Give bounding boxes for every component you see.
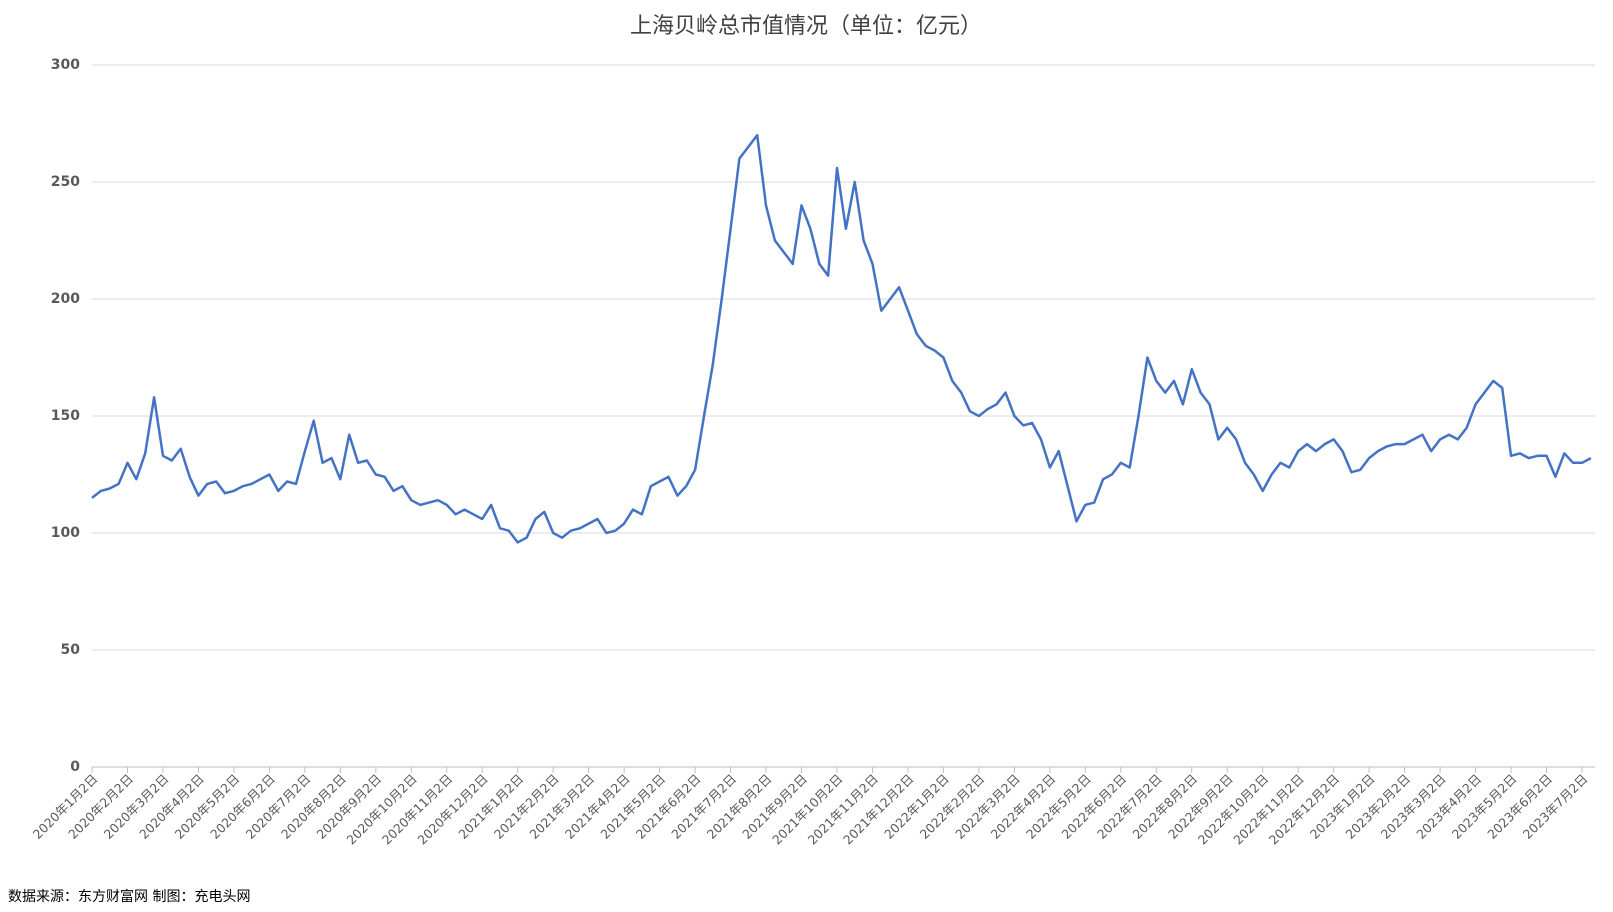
y-tick-label: 300 — [51, 57, 80, 73]
y-tick-label: 0 — [70, 759, 80, 775]
x-tick-label: 2023年7月2日 — [1520, 771, 1591, 842]
line-series — [91, 133, 1592, 544]
y-tick-label: 250 — [51, 174, 80, 190]
y-tick-label: 50 — [61, 642, 81, 658]
y-tick-label: 150 — [51, 408, 80, 424]
y-tick-label: 100 — [51, 525, 80, 541]
y-tick-label: 200 — [51, 291, 80, 307]
chart-title: 上海贝岭总市值情况（单位：亿元） — [630, 14, 982, 39]
source-note: 数据来源：东方财富网 制图：充电头网 — [8, 888, 250, 905]
